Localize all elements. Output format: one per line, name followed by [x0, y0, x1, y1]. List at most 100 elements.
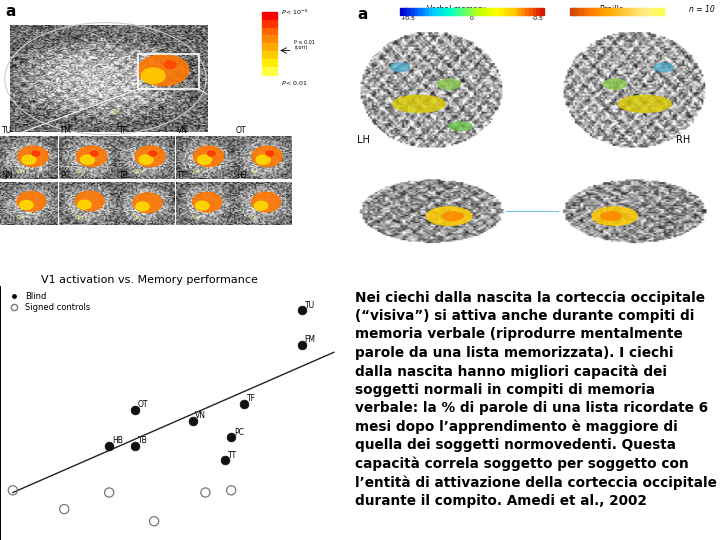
Ellipse shape — [76, 146, 107, 166]
Legend: Blind, Signed controls: Blind, Signed controls — [4, 290, 92, 314]
Text: OT: OT — [236, 126, 246, 135]
Bar — [533, 9, 537, 16]
Ellipse shape — [133, 193, 162, 213]
Ellipse shape — [135, 146, 165, 166]
Point — [225, 486, 237, 495]
Text: Braille: Braille — [600, 5, 624, 14]
Bar — [649, 9, 652, 16]
Ellipse shape — [22, 155, 36, 164]
Ellipse shape — [18, 146, 48, 166]
Text: $P < 0.01$: $P < 0.01$ — [281, 79, 307, 87]
Text: Cer: Cer — [193, 169, 201, 174]
Bar — [586, 9, 589, 16]
Point — [296, 340, 307, 349]
Bar — [497, 9, 501, 16]
Text: Cer: Cer — [17, 169, 25, 174]
Ellipse shape — [19, 200, 33, 210]
Ellipse shape — [78, 200, 91, 209]
Bar — [638, 9, 641, 16]
Point — [187, 416, 199, 425]
Text: LH: LH — [357, 135, 370, 145]
Text: TF: TF — [119, 126, 127, 135]
Bar — [508, 9, 512, 16]
Ellipse shape — [427, 207, 472, 225]
Bar — [626, 9, 629, 16]
Ellipse shape — [136, 202, 149, 211]
Ellipse shape — [196, 201, 209, 210]
Ellipse shape — [75, 191, 104, 211]
Text: TB: TB — [119, 172, 128, 180]
Ellipse shape — [207, 151, 215, 156]
Bar — [433, 9, 437, 16]
Ellipse shape — [32, 151, 40, 156]
Bar — [652, 9, 655, 16]
Ellipse shape — [254, 201, 268, 210]
Bar — [598, 9, 601, 16]
Bar — [400, 9, 405, 16]
Bar — [661, 9, 665, 16]
Bar — [515, 9, 519, 16]
Bar — [522, 9, 526, 16]
Bar — [262, 43, 277, 51]
Text: Cer: Cer — [251, 214, 260, 219]
Text: Cer: Cer — [193, 214, 201, 219]
Bar — [570, 9, 572, 16]
Bar — [588, 9, 591, 16]
Bar — [621, 9, 624, 16]
Text: TU: TU — [305, 301, 315, 309]
Bar — [605, 9, 608, 16]
Text: TU: TU — [1, 126, 12, 135]
Bar — [468, 9, 472, 16]
Text: TB: TB — [138, 436, 148, 446]
Bar — [262, 19, 277, 28]
Text: V1 activation vs. Memory performance: V1 activation vs. Memory performance — [41, 275, 258, 285]
Text: +0.5: +0.5 — [400, 16, 415, 21]
Bar — [457, 9, 462, 16]
Bar — [640, 9, 643, 16]
Bar — [422, 9, 426, 16]
Bar — [595, 9, 598, 16]
Bar — [657, 9, 660, 16]
Ellipse shape — [391, 63, 410, 72]
Ellipse shape — [443, 212, 463, 220]
Bar — [464, 9, 469, 16]
Point — [58, 505, 70, 514]
Text: Cer: Cer — [134, 214, 143, 219]
Point — [219, 456, 230, 465]
Text: a: a — [357, 7, 367, 22]
Text: FM: FM — [60, 126, 71, 135]
Text: -0.5: -0.5 — [531, 16, 543, 21]
Text: Nei ciechi dalla nascita la corteccia occipitale
(“visiva”) si attiva anche dura: Nei ciechi dalla nascita la corteccia oc… — [355, 291, 717, 508]
Text: TF: TF — [247, 394, 256, 403]
Bar — [408, 9, 412, 16]
Ellipse shape — [600, 212, 621, 220]
Ellipse shape — [149, 151, 156, 156]
Bar — [575, 9, 577, 16]
Bar — [486, 9, 490, 16]
Text: HB: HB — [112, 436, 123, 446]
Ellipse shape — [266, 151, 274, 156]
Text: Cer: Cer — [134, 169, 143, 174]
Bar — [411, 9, 415, 16]
Point — [148, 517, 160, 525]
Text: P ≈ 0.01
(corr): P ≈ 0.01 (corr) — [294, 39, 315, 50]
Ellipse shape — [197, 155, 212, 164]
Bar — [426, 9, 430, 16]
Bar — [436, 9, 441, 16]
Bar — [642, 9, 646, 16]
Text: RH: RH — [675, 135, 690, 145]
Bar — [624, 9, 626, 16]
Bar — [262, 59, 277, 67]
Bar — [607, 9, 611, 16]
Ellipse shape — [193, 192, 222, 212]
Ellipse shape — [654, 63, 673, 72]
Text: Cer: Cer — [17, 214, 25, 219]
Point — [129, 406, 140, 414]
Bar — [444, 9, 448, 16]
Bar — [429, 9, 433, 16]
Bar — [584, 9, 587, 16]
Bar — [518, 9, 523, 16]
Point — [225, 433, 237, 442]
Text: 0: 0 — [470, 16, 474, 21]
Bar — [418, 9, 423, 16]
